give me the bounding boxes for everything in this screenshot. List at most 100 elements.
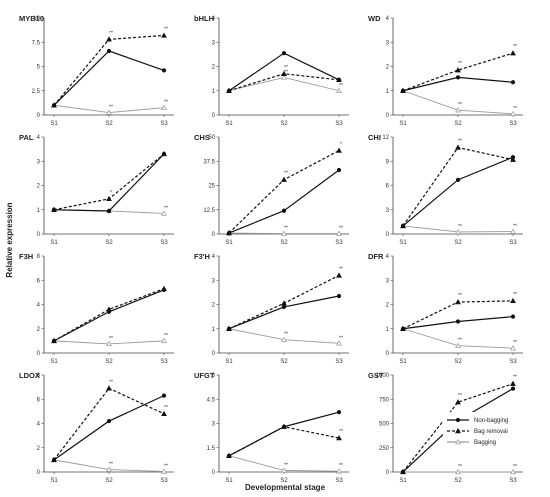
significance-label: ** [458,338,462,344]
data-point [510,155,516,160]
x-tick-label: S1 [399,359,407,365]
data-point [510,156,516,162]
series-non-bagging [51,151,167,214]
series-non-bagging [400,155,516,229]
significance-label: ** [109,105,113,111]
panel-title: WD [368,14,381,23]
series-bag-removal: ** [226,266,343,331]
significance-label: ** [458,293,462,299]
y-tick-label: 12.5 [203,208,215,214]
x-tick-label: S2 [454,240,462,246]
data-point [281,336,287,342]
chart-panel-f3-h: F3'H 0 1 2 3 4 S1 S2 S3 ** ** ** [194,252,349,365]
y-tick-label: 2 [37,327,41,333]
data-point [226,326,232,331]
series-line [402,52,514,92]
significance-label: * [110,190,112,196]
data-point [455,144,461,150]
y-tick-label: 3 [212,422,216,428]
y-tick-label: 2 [37,184,41,190]
significance-label: ** [284,332,288,338]
y-tick-label: 6 [37,278,41,284]
data-point [106,385,112,391]
series-line [53,395,165,461]
y-tick-label: 6 [37,397,41,403]
data-point [106,36,112,42]
significance-label: ** [339,429,343,435]
chart-panel-chi: CHI 0 3 6 9 12 S1 S2 S3 ** ** ** [368,133,523,246]
y-tick-label: 37.5 [203,159,215,165]
data-point [336,293,342,299]
data-point [455,177,461,182]
x-tick-label: S2 [454,121,462,127]
data-point [336,272,342,278]
y-tick-label: 0 [37,113,41,119]
data-point [336,468,342,474]
x-tick-label: S2 [105,240,113,246]
data-point [281,51,287,56]
data-point [161,151,167,157]
data-point [106,109,112,115]
series-line [53,153,165,211]
x-tick-label: S3 [509,121,517,127]
legend-label: Non-bagging [474,418,508,424]
series-line [53,50,165,106]
x-tick-label: S1 [399,240,407,246]
x-tick-label: S3 [160,478,168,484]
significance-label: ** [164,26,168,32]
chart-panel-dfr: DFR 0 1 2 3 4 S1 S2 S3 ** ** ** ** [368,252,523,365]
data-point [161,104,167,110]
x-tick-label: S2 [105,359,113,365]
data-point [281,230,287,236]
data-point [336,410,342,415]
data-point [510,314,516,319]
significance-label: ** [339,83,343,89]
y-tick-label: 750 [379,397,390,403]
significance-label: ** [458,464,462,470]
significance-label: ** [513,464,517,470]
data-point [161,393,167,398]
data-point [455,399,461,405]
y-tick-label: 0 [212,113,216,119]
data-point [510,110,516,116]
data-point [455,468,461,475]
y-tick-label: 0 [37,470,41,476]
significance-label: ** [109,30,113,36]
panel-title: bHLH [194,14,214,23]
series-bag-removal [51,285,167,344]
series-line [53,153,165,212]
data-point [336,147,342,153]
series-bagging: ** ** [400,87,517,116]
significance-label: ** [458,224,462,230]
y-tick-label: 4 [37,303,41,309]
y-tick-label: 3 [386,208,390,214]
x-axis-label: Developmental stage [245,483,326,492]
legend-entry: Bag removal [447,427,508,435]
y-tick-label: 500 [379,422,390,428]
y-tick-label: 0 [386,232,390,238]
series-line [53,288,165,342]
data-point [400,223,406,229]
significance-label: ** [513,224,517,230]
series-non-bagging [51,393,167,462]
significance-label: ** [458,139,462,145]
significance-label: ** [109,462,113,468]
significance-label: ** [458,61,462,67]
x-tick-label: S2 [280,121,288,127]
significance-label: * [340,142,342,148]
data-point [336,230,342,236]
y-tick-label: 0 [37,351,41,357]
significance-label: ** [284,226,288,232]
series-bag-removal: *** [226,142,342,236]
data-point [281,304,287,310]
series-bag-removal: ** [400,139,516,229]
significance-label: ** [284,171,288,177]
legend-label: Bag removal [474,429,508,435]
y-tick-label: 0 [386,113,390,119]
chart-panel-ldox: LDOX 0 2 4 6 8 S1 S2 S3 ** ** ** ** [19,371,174,484]
data-point [281,424,287,429]
panel-title: UFGT [194,371,215,380]
x-tick-label: S3 [509,359,517,365]
